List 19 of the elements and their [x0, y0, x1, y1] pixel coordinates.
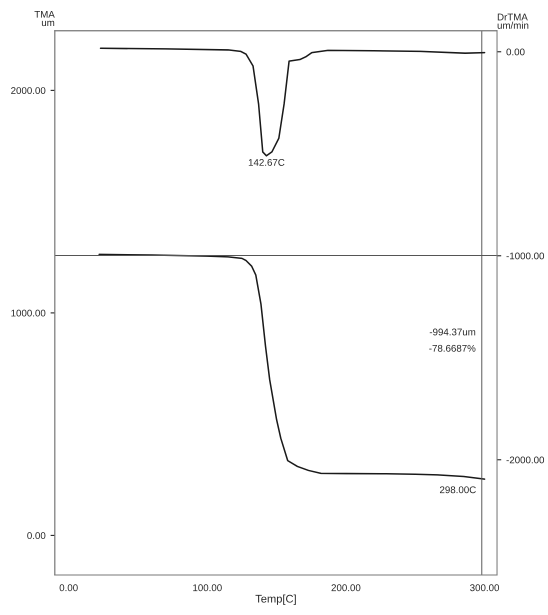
- y2-axis-title: DrTMA um/min: [498, 14, 528, 29]
- x-tick-label: 100.00: [193, 584, 222, 592]
- y-tick-label: 0.00: [27, 532, 46, 540]
- line-series: [100, 48, 486, 157]
- annotation: -994.37um: [430, 328, 476, 336]
- y-axis-title: TMA um: [34, 10, 55, 26]
- y2-tick-label: 0.00: [506, 48, 525, 56]
- annotation: -78.6687%: [429, 344, 476, 352]
- annotation: 298.00C: [440, 486, 476, 494]
- x-axis-title: Temp[C]: [255, 594, 296, 605]
- x-tick-label: 300.00: [470, 584, 500, 592]
- y2-tick-label: -2000.00: [506, 456, 544, 464]
- x-tick-label: 200.00: [332, 584, 360, 592]
- annotation: 142.67C: [248, 159, 284, 166]
- y-tick-label: 1000.00: [11, 310, 46, 317]
- x-tick-label: 0.00: [60, 584, 78, 592]
- line-series: [98, 254, 486, 480]
- y-tick-label: 2000.00: [11, 87, 46, 94]
- y2-tick-label: -1000.00: [506, 252, 544, 260]
